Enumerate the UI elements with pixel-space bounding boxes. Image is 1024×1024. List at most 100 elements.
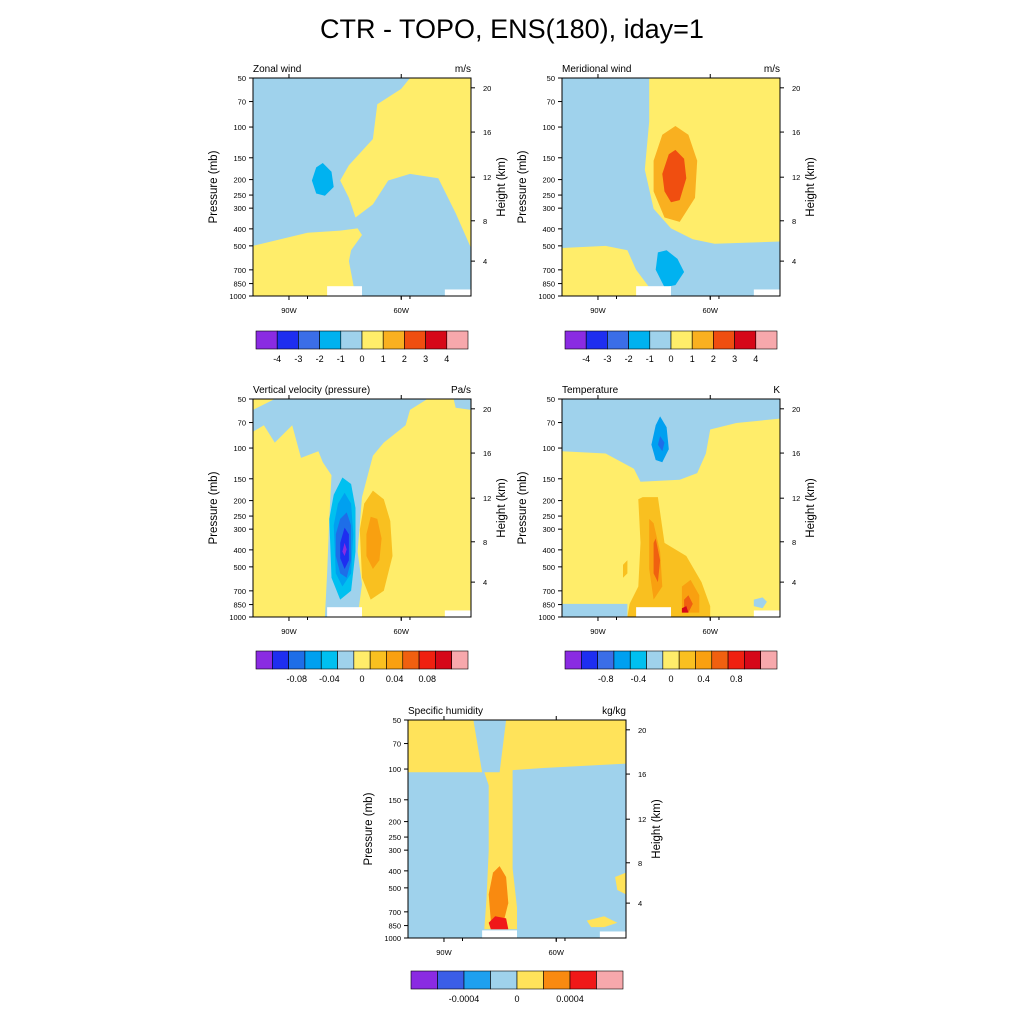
pressure-tick-label: 50 xyxy=(547,395,555,404)
panel-3: Vertical velocity (pressure) Pa/s 50 70 100 1… xyxy=(208,385,508,684)
height-tick-label: 8 xyxy=(638,859,642,868)
colorbar-label: -0.08 xyxy=(287,674,308,684)
colorbar-swatch xyxy=(382,330,405,350)
y-axis-label-right: Height (km) xyxy=(496,157,508,217)
colorbar-swatch xyxy=(386,650,404,670)
y-axis-label-right: Height (km) xyxy=(805,478,817,538)
pressure-tick-label: 200 xyxy=(233,497,246,506)
x-tick-label: 90W xyxy=(281,306,297,315)
pressure-tick-label: 70 xyxy=(238,419,246,428)
panel-title: Meridional wind xyxy=(562,64,631,75)
pressure-tick-label: 200 xyxy=(388,818,401,827)
colorbar-label: 4 xyxy=(444,354,449,364)
colorbar-label: -2 xyxy=(625,354,633,364)
colorbar-swatch xyxy=(646,650,664,670)
pressure-tick-label: 850 xyxy=(542,280,555,289)
colorbar-label: -0.0004 xyxy=(449,994,480,1004)
pressure-tick-label: 250 xyxy=(542,512,555,521)
pressure-tick-label: 250 xyxy=(542,191,555,200)
pressure-tick-label: 400 xyxy=(542,225,555,234)
pressure-tick-label: 200 xyxy=(542,497,555,506)
plot-frame xyxy=(252,77,472,297)
colorbar-swatch xyxy=(353,650,371,670)
colorbar-swatch xyxy=(304,650,322,670)
pressure-tick-label: 400 xyxy=(233,546,246,555)
pressure-tick-label: 100 xyxy=(233,444,246,453)
colorbar-label: 3 xyxy=(423,354,428,364)
contour-region xyxy=(562,603,628,617)
colorbar-label: 2 xyxy=(402,354,407,364)
colorbar: -4 -3 -2 -1 0 1 2 3 4 xyxy=(255,330,469,364)
pressure-tick-label: 500 xyxy=(233,563,246,572)
x-tick-label: 60W xyxy=(394,627,410,636)
panel-units: kg/kg xyxy=(602,706,626,717)
colorbar-swatch xyxy=(585,330,608,350)
colorbar-label: -4 xyxy=(273,354,281,364)
colorbar-swatch xyxy=(418,650,436,670)
colorbar-label: -0.04 xyxy=(319,674,340,684)
colorbar-label: 0 xyxy=(668,354,673,364)
height-tick-label: 12 xyxy=(483,494,491,503)
colorbar-swatch xyxy=(451,650,469,670)
colorbar-swatch xyxy=(276,330,299,350)
colorbar-swatch xyxy=(437,970,465,990)
pressure-tick-label: 700 xyxy=(542,266,555,275)
colorbar-swatch xyxy=(613,650,631,670)
contour-region xyxy=(657,436,665,452)
contour-region xyxy=(653,538,661,583)
pressure-tick-label: 1000 xyxy=(229,613,246,622)
height-tick-label: 4 xyxy=(483,257,487,266)
panel-5: Specific humidity kg/kg507010015020025030… xyxy=(363,706,663,1004)
colorbar-label: 0 xyxy=(668,674,673,684)
colorbar-label: 0.0004 xyxy=(556,994,584,1004)
pressure-tick-label: 850 xyxy=(233,280,246,289)
colorbar-swatch xyxy=(255,330,278,350)
colorbar-swatch xyxy=(711,650,729,670)
x-tick-label: 60W xyxy=(703,306,719,315)
pressure-tick-label: 70 xyxy=(393,740,401,749)
pressure-tick-label: 150 xyxy=(233,475,246,484)
panel-title: Temperature xyxy=(562,385,619,396)
x-tick-label: 90W xyxy=(590,306,606,315)
height-tick-label: 4 xyxy=(792,578,796,587)
contour-region xyxy=(366,516,382,569)
height-tick-label: 16 xyxy=(792,449,800,458)
contour-region xyxy=(253,228,362,296)
panel-units: Pa/s xyxy=(451,385,471,396)
height-tick-label: 4 xyxy=(483,578,487,587)
contour-region xyxy=(753,289,780,296)
pressure-tick-label: 300 xyxy=(233,525,246,534)
height-tick-label: 8 xyxy=(483,217,487,226)
contour-region xyxy=(444,289,471,296)
contour-region xyxy=(342,542,347,556)
pressure-tick-label: 1000 xyxy=(538,613,555,622)
pressure-tick-label: 500 xyxy=(542,242,555,251)
colorbar-swatch xyxy=(670,330,693,350)
y-axis-label: Pressure (mb) xyxy=(363,792,375,865)
panel-title: Specific humidity xyxy=(408,706,483,717)
pressure-tick-label: 50 xyxy=(393,716,401,725)
pressure-tick-label: 300 xyxy=(388,846,401,855)
colorbar-swatch xyxy=(288,650,306,670)
colorbar-swatch xyxy=(425,330,448,350)
pressure-tick-label: 850 xyxy=(542,601,555,610)
colorbar-label: 0.4 xyxy=(697,674,710,684)
pressure-tick-label: 1000 xyxy=(229,292,246,301)
colorbar-swatch xyxy=(564,650,582,670)
field-contours xyxy=(562,399,780,617)
pressure-tick-label: 50 xyxy=(238,395,246,404)
colorbar-swatch xyxy=(255,650,273,670)
height-tick-label: 20 xyxy=(483,84,491,93)
pressure-tick-label: 700 xyxy=(233,266,246,275)
colorbar-swatch xyxy=(755,330,778,350)
height-tick-label: 8 xyxy=(792,217,796,226)
pressure-tick-label: 700 xyxy=(542,587,555,596)
height-tick-label: 12 xyxy=(792,173,800,182)
pressure-tick-label: 70 xyxy=(547,419,555,428)
colorbar-swatch xyxy=(320,650,338,670)
colorbar-swatch xyxy=(760,650,778,670)
colorbar-swatch xyxy=(340,330,363,350)
pressure-tick-label: 150 xyxy=(542,154,555,163)
contour-region xyxy=(586,916,618,928)
pressure-tick-label: 400 xyxy=(542,546,555,555)
